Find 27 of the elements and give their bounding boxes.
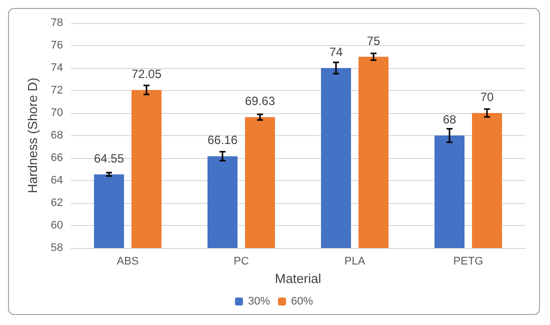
y-tick-label: 76 <box>50 40 63 52</box>
y-tick-label: 78 <box>50 17 63 29</box>
y-tick-label: 64 <box>50 174 63 186</box>
legend-label: 30% <box>248 296 270 308</box>
data-label: 64.55 <box>94 151 124 166</box>
y-tick-label: 60 <box>50 220 63 232</box>
x-axis-title: Material <box>274 271 322 286</box>
y-tick-label: 72 <box>50 84 63 96</box>
data-label: 66.16 <box>207 133 238 148</box>
y-tick-label: 74 <box>50 62 63 74</box>
x-tick-label: PLA <box>344 256 366 268</box>
x-tick-label: ABS <box>116 256 139 268</box>
data-label: 74 <box>329 45 343 59</box>
y-axis-title: Hardness (Shore D) <box>25 78 40 194</box>
x-tick-label: PETG <box>453 256 484 268</box>
y-tick-label: 58 <box>50 242 63 254</box>
data-label: 70 <box>480 90 494 104</box>
legend-label: 60% <box>291 296 314 308</box>
y-tick-label: 66 <box>50 152 63 164</box>
data-label: 75 <box>366 34 380 48</box>
data-label: 68 <box>442 112 456 126</box>
y-tick-label: 70 <box>50 107 63 119</box>
data-label: 69.63 <box>244 94 276 108</box>
data-label: 72.05 <box>131 66 162 81</box>
x-tick-label: PC <box>234 256 249 268</box>
y-tick-label: 68 <box>50 130 63 142</box>
y-tick-label: 62 <box>50 197 63 209</box>
